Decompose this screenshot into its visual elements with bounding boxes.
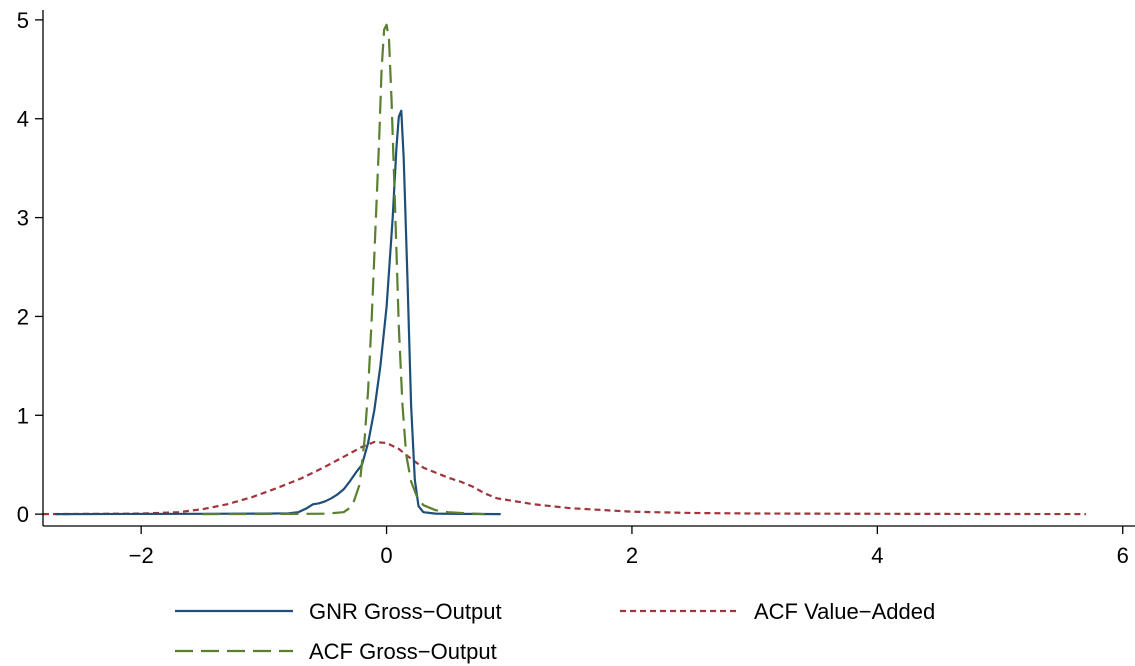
x-tick-label: 4 bbox=[871, 543, 883, 568]
series-line-1 bbox=[202, 23, 485, 516]
series-line-0 bbox=[55, 109, 501, 516]
legend-label-0: GNR Gross−Output bbox=[309, 599, 502, 624]
x-tick-label: −2 bbox=[129, 543, 154, 568]
legend-label-2: ACF Value−Added bbox=[754, 599, 935, 624]
y-tick-label: 4 bbox=[17, 107, 29, 132]
y-tick-label: 1 bbox=[17, 403, 29, 428]
y-tick-label: 3 bbox=[17, 206, 29, 231]
x-axis-ticks: −2 0 2 4 6 bbox=[129, 526, 1129, 568]
series-layer bbox=[42, 23, 1086, 516]
y-axis-ticks: 0 1 2 3 4 5 bbox=[17, 8, 43, 527]
x-tick-label: 2 bbox=[626, 543, 638, 568]
plot-area: 0 1 2 3 4 5 −2 0 2 4 6 bbox=[17, 8, 1135, 568]
y-tick-label: 5 bbox=[17, 8, 29, 33]
y-tick-label: 2 bbox=[17, 304, 29, 329]
legend: GNR Gross−Output ACF Value−Added ACF Gross… bbox=[175, 599, 935, 664]
series-line-2 bbox=[42, 440, 1086, 516]
x-tick-label: 0 bbox=[380, 543, 392, 568]
legend-label-1: ACF Gross−Output bbox=[309, 639, 497, 664]
y-tick-label: 0 bbox=[17, 502, 29, 527]
x-tick-label: 6 bbox=[1117, 543, 1129, 568]
